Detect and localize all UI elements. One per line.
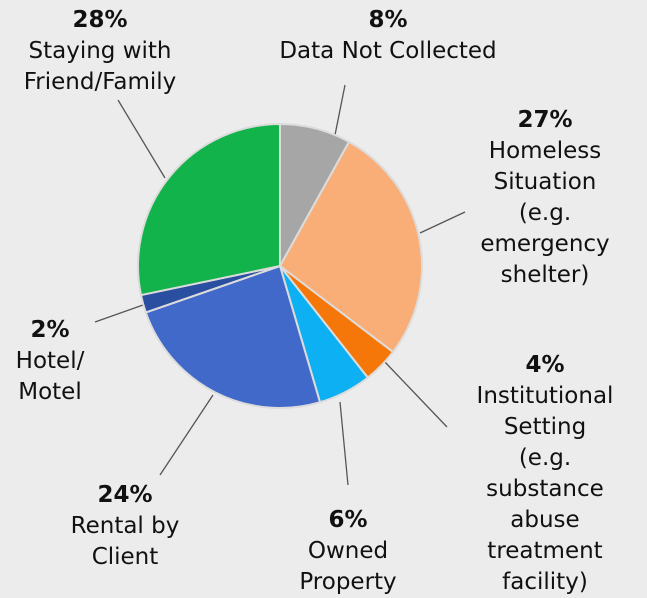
leader-line bbox=[382, 359, 448, 428]
leader-line bbox=[334, 84, 346, 136]
value-label: 27% bbox=[517, 107, 573, 133]
category-label: Data Not Collected bbox=[279, 38, 497, 64]
value-label: 2% bbox=[30, 317, 70, 343]
slice-label: 24% Rental by Client bbox=[71, 480, 180, 573]
leader-line bbox=[339, 401, 349, 486]
category-label: Homeless Situation (e.g. emergency shelt… bbox=[480, 138, 610, 288]
leader-line bbox=[117, 99, 166, 179]
leader-line bbox=[94, 304, 144, 323]
slice-label: 6% Owned Property bbox=[299, 505, 396, 598]
pie-slice bbox=[278, 140, 423, 354]
category-label: Owned Property bbox=[299, 538, 397, 595]
value-label: 28% bbox=[72, 7, 128, 33]
slice-label: 4% Institutional Setting (e.g. substance … bbox=[477, 350, 614, 598]
leader-line bbox=[159, 394, 214, 476]
leader-lines bbox=[94, 84, 466, 486]
category-label: Hotel/ Motel bbox=[15, 348, 85, 405]
slice-label: 8% Data Not Collected bbox=[279, 5, 496, 67]
value-label: 6% bbox=[328, 507, 368, 533]
pie-slice bbox=[144, 264, 322, 409]
value-label: 24% bbox=[97, 482, 153, 508]
category-label: Staying with Friend/Family bbox=[23, 38, 177, 95]
leader-line bbox=[419, 211, 466, 234]
value-label: 8% bbox=[368, 7, 408, 33]
category-label: Rental by Client bbox=[70, 513, 180, 570]
slice-label: 27% Homeless Situation (e.g. emergency sh… bbox=[480, 105, 609, 291]
value-label: 4% bbox=[525, 352, 565, 378]
slice-label: 2% Hotel/ Motel bbox=[16, 315, 85, 408]
pie-slice bbox=[137, 122, 281, 297]
slice-label: 28% Staying with Friend/Family bbox=[24, 5, 177, 98]
category-label: Institutional Setting (e.g. substance ab… bbox=[476, 383, 614, 595]
